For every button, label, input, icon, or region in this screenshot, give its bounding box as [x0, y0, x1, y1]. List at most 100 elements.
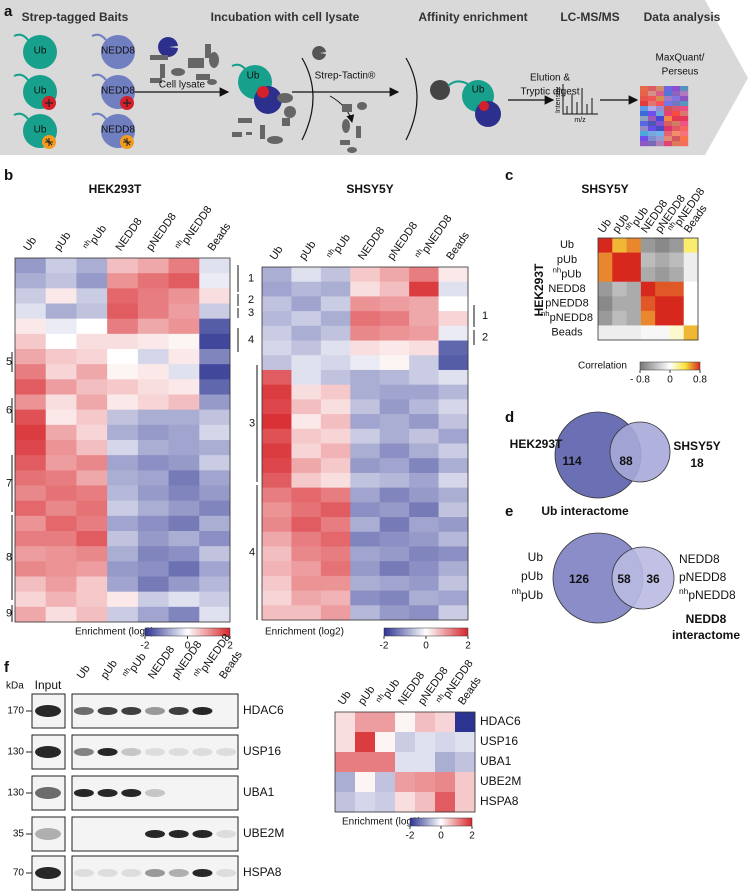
heatmap-cell — [438, 561, 469, 577]
heatmap-cell — [291, 502, 322, 518]
heatmap-cell — [137, 591, 169, 608]
heatmap-cell — [76, 318, 108, 335]
protein-shape — [150, 78, 162, 83]
heatmap-cell — [262, 414, 292, 430]
heatmap-cell — [15, 349, 47, 365]
heatmap-cell — [137, 303, 169, 320]
blot-band — [192, 707, 213, 715]
heatmap-cell — [409, 296, 439, 312]
heatmap-cell — [199, 288, 231, 304]
panel-letter: a — [4, 3, 13, 20]
mini-heatmap-cell — [680, 86, 689, 92]
heatmap-cell — [137, 258, 169, 274]
heatmap-cell — [199, 576, 231, 593]
mini-heatmap-cell — [640, 101, 649, 107]
heatmap-cell — [137, 288, 169, 304]
heatmap-cell — [15, 576, 47, 593]
plus — [123, 99, 131, 107]
heatmap-cell — [262, 369, 292, 386]
mini-heatmap-cell — [640, 111, 649, 117]
mini-heatmap-cell — [664, 91, 673, 97]
asterisk — [45, 138, 53, 146]
heatmap-cell — [350, 531, 381, 547]
heatmap-cell — [107, 379, 139, 395]
heatmap-cell — [379, 443, 410, 459]
heatmap-cell — [379, 281, 410, 297]
heatmap-cell — [107, 515, 139, 532]
mini-heatmap-cell — [672, 101, 681, 107]
heatmap-cell — [626, 238, 642, 253]
heatmap-cell — [76, 546, 108, 562]
heatmap-cell — [320, 546, 351, 562]
heatmap-cell — [320, 267, 351, 283]
protein-shape — [150, 55, 168, 60]
heatmap-cell — [438, 590, 469, 606]
heatmap-cell — [137, 349, 169, 365]
mini-heatmap-cell — [672, 86, 681, 92]
heatmap-cell — [168, 531, 200, 547]
heatmap-cell — [45, 258, 77, 274]
protein-shape — [342, 119, 350, 133]
blot-band — [145, 748, 165, 756]
heatmap-cell — [395, 732, 416, 753]
heatmap-cell — [375, 752, 396, 773]
heatmap-cell — [320, 575, 351, 591]
heatmap-cell — [640, 325, 656, 341]
mini-heatmap-cell — [656, 111, 665, 117]
blot-band — [35, 787, 61, 799]
colorbar-tick-label: 0 — [438, 831, 444, 842]
kda-marker: 170 — [7, 706, 24, 717]
superscript: nh — [173, 238, 185, 250]
blot-band — [216, 748, 237, 756]
heatmap-cell — [291, 325, 322, 341]
venn-count: 126 — [569, 572, 589, 586]
label-base: pUb — [331, 232, 352, 255]
heatmap-cell — [45, 591, 77, 608]
blot-band — [97, 869, 118, 877]
blot-band — [216, 830, 237, 838]
row-label: Ub — [560, 239, 574, 251]
column-label: Ub — [268, 244, 286, 262]
mini-heatmap-cell — [648, 126, 657, 132]
heatmap-cell — [107, 333, 139, 350]
heatmap-cell — [683, 281, 699, 297]
heatmap-cell — [409, 502, 439, 518]
heatmap-cell — [107, 424, 139, 441]
heatmap-cell — [45, 515, 77, 532]
protein-label: USP16 — [243, 744, 281, 758]
heatmap-cell — [107, 273, 139, 289]
blot-band — [73, 869, 94, 877]
heatmap-cell — [76, 500, 108, 517]
mini-heatmap-cell — [664, 131, 673, 137]
heatmap-cell — [15, 500, 47, 517]
heatmap-cell — [168, 288, 200, 304]
heatmap-cell — [379, 325, 410, 341]
mini-heatmap-cell — [672, 106, 681, 112]
heatmap-cell — [262, 487, 292, 503]
venn-count: 36 — [646, 572, 660, 586]
heatmap-cell — [15, 394, 47, 411]
blot-band — [121, 789, 142, 797]
heatmap-cell — [15, 258, 47, 274]
heatmap-cell — [438, 340, 469, 356]
cluster-label: 8 — [6, 551, 12, 563]
heatmap-cell — [438, 296, 469, 312]
mini-heatmap-cell — [680, 101, 689, 107]
arrow-label: Tryptic digest — [520, 87, 579, 98]
heatmap-cell — [262, 384, 292, 400]
heatmap-cell — [76, 288, 108, 304]
heatmap-cell — [435, 752, 456, 773]
protein-label: HDAC6 — [243, 703, 284, 717]
heatmap-cell — [640, 252, 656, 268]
heatmap-cell — [655, 325, 670, 341]
heatmap-cell — [669, 267, 685, 283]
heatmap-cell — [375, 772, 396, 793]
heatmap-cell — [262, 472, 292, 489]
heatmap-cell — [168, 349, 200, 365]
heatmap-cell — [395, 792, 416, 813]
panel-letter: f — [4, 659, 10, 676]
set-member: nhpNEDD8 — [679, 586, 736, 602]
heatmap-cell — [409, 414, 439, 430]
protein-shape — [357, 102, 367, 110]
